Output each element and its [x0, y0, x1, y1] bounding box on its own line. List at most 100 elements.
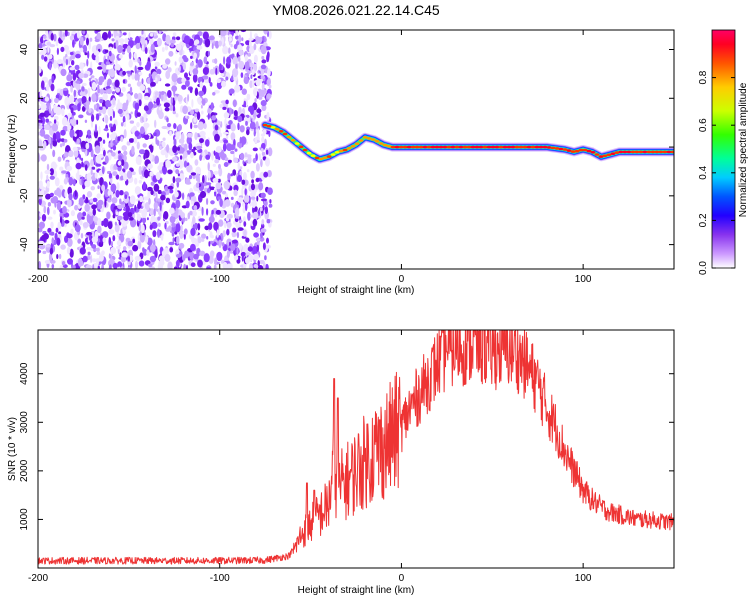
spectrogram-noise-cell [230, 123, 236, 132]
spectrogram-noise-cell [233, 157, 239, 163]
spectrogram-noise-cell [104, 198, 107, 208]
spectrogram-noise-cell [169, 130, 172, 136]
spectrogram-noise-cell [75, 53, 81, 59]
spectrogram-noise-cell [177, 173, 180, 177]
spectrogram-peak-cell [518, 145, 524, 149]
spectrogram-noise-cell [258, 182, 264, 191]
spectrogram-noise-cell [176, 180, 180, 188]
spectrogram-noise-cell [175, 169, 180, 175]
spectrogram-noise-cell [148, 73, 152, 78]
spectrogram-noise-cell [134, 255, 141, 262]
spectrogram-noise-cell [206, 198, 209, 205]
spectrogram-noise-cell [218, 63, 222, 71]
spectrogram-noise-cell [169, 247, 174, 253]
spectrogram-noise-cell [122, 246, 127, 251]
spectrogram-noise-cell [215, 67, 218, 76]
spectrogram-noise-cell [87, 215, 94, 225]
spectrogram-noise-cell [86, 129, 92, 136]
spectrogram-noise-cell [69, 248, 74, 258]
spectrogram-peak-cell [514, 145, 520, 149]
spectrogram-noise-cell [131, 171, 136, 175]
spectrogram-noise-cell [262, 242, 266, 250]
spectrogram-noise-cell [94, 172, 98, 179]
spectrogram-noise-cell [208, 35, 215, 41]
spectrogram-noise-cell [108, 50, 112, 57]
spectrogram-noise-cell [56, 47, 60, 56]
spectrogram-peak-cell [642, 150, 648, 154]
spectrogram-peak-cell [350, 144, 356, 148]
spectrogram-noise-cell [77, 257, 83, 267]
spectrogram-noise-cell [43, 140, 47, 149]
spectrogram-noise-cell [124, 37, 129, 44]
spectrogram-noise-cell [199, 130, 206, 137]
snr-series-group [38, 330, 674, 565]
spectrogram-noise-cell [260, 91, 265, 98]
spectrogram-noise-cell [175, 177, 182, 183]
spectrogram-noise-cell [245, 257, 250, 264]
spectrogram-noise-cell [167, 169, 173, 175]
spectrogram-noise-cell [262, 262, 266, 269]
spectrogram-noise-cell [202, 151, 206, 157]
spectrogram-noise-cell [193, 205, 198, 211]
spectrogram-peak-cell [370, 138, 376, 141]
spectrogram-noise-cell [232, 68, 239, 78]
spectrogram-noise-cell [165, 34, 171, 45]
spectrogram-noise-cell [38, 195, 42, 200]
spectrogram-noise-cell [114, 79, 120, 88]
spectrogram-noise-cell [47, 125, 50, 131]
spectrogram-noise-cell [72, 39, 75, 48]
spectrogram-noise-cell [183, 160, 188, 168]
spectrogram-noise-cell [94, 123, 98, 133]
spectrogram-noise-cell [235, 30, 239, 36]
spectrogram-noise-cell [96, 251, 101, 255]
spectrogram-noise-cell [112, 110, 115, 119]
spectrogram-noise-cell [64, 96, 70, 106]
spectrogram-noise-cell [261, 55, 265, 60]
spectrogram-noise-cell [52, 149, 56, 158]
spectrogram-noise-cell [53, 119, 57, 124]
spectrogram-noise-cell [128, 31, 131, 39]
spectrogram-noise-cell [179, 155, 183, 160]
spectrogram-noise-cell [111, 151, 116, 157]
spectrogram-noise-cell [260, 231, 263, 239]
spectrogram-noise-cell [143, 153, 146, 160]
spectrogram-noise-cell [172, 237, 175, 244]
spectrogram-noise-cell [116, 64, 121, 71]
spectrogram-noise-cell [158, 106, 162, 111]
spectrogram-noise-cell [117, 160, 122, 166]
spectrogram-noise-cell [136, 81, 142, 87]
spectrogram-noise-cell [155, 172, 161, 181]
spectrogram-noise-cell [243, 100, 247, 108]
spectrogram-noise-cell [247, 53, 251, 57]
spectrogram-noise-cell [165, 58, 171, 65]
spectrogram-noise-cell [72, 72, 77, 81]
spectrogram-peak-cell [622, 150, 628, 154]
spectrogram-noise-cell [67, 258, 73, 265]
spectrogram-noise-cell [236, 246, 239, 256]
spectrogram-noise-cell [207, 162, 210, 171]
spectrogram-noise-cell [216, 229, 219, 238]
spectrogram-noise-cell [84, 203, 90, 212]
spectrogram-noise-cell [61, 170, 68, 174]
spectrogram-noise-cell [175, 43, 182, 51]
colorbar-gradient [712, 30, 735, 268]
spectrogram-noise-cell [126, 170, 133, 179]
spectrogram-noise-cell [234, 215, 240, 219]
spectrogram-noise-cell [39, 129, 46, 137]
spectrogram-noise-cell [233, 110, 238, 117]
spectrogram-noise-cell [87, 251, 91, 256]
spectrogram-peak-cell [442, 145, 448, 149]
spectrogram-noise-cell [65, 82, 72, 87]
spectrogram-noise-cell [54, 232, 58, 241]
spectrogram-noise-cell [124, 194, 128, 200]
spectrogram-noise-cell [129, 217, 134, 221]
spectrogram-noise-cell [250, 74, 253, 79]
spectrogram-noise-cell [216, 121, 222, 126]
spectrogram-noise-cell [79, 220, 83, 226]
spectrogram-noise-cell [50, 231, 55, 236]
spectrogram-noise-cell [44, 259, 51, 264]
spectrogram-noise-cell [173, 87, 176, 96]
spectrogram-noise-cell [79, 36, 83, 46]
spectrogram-noise-cell [182, 105, 189, 115]
